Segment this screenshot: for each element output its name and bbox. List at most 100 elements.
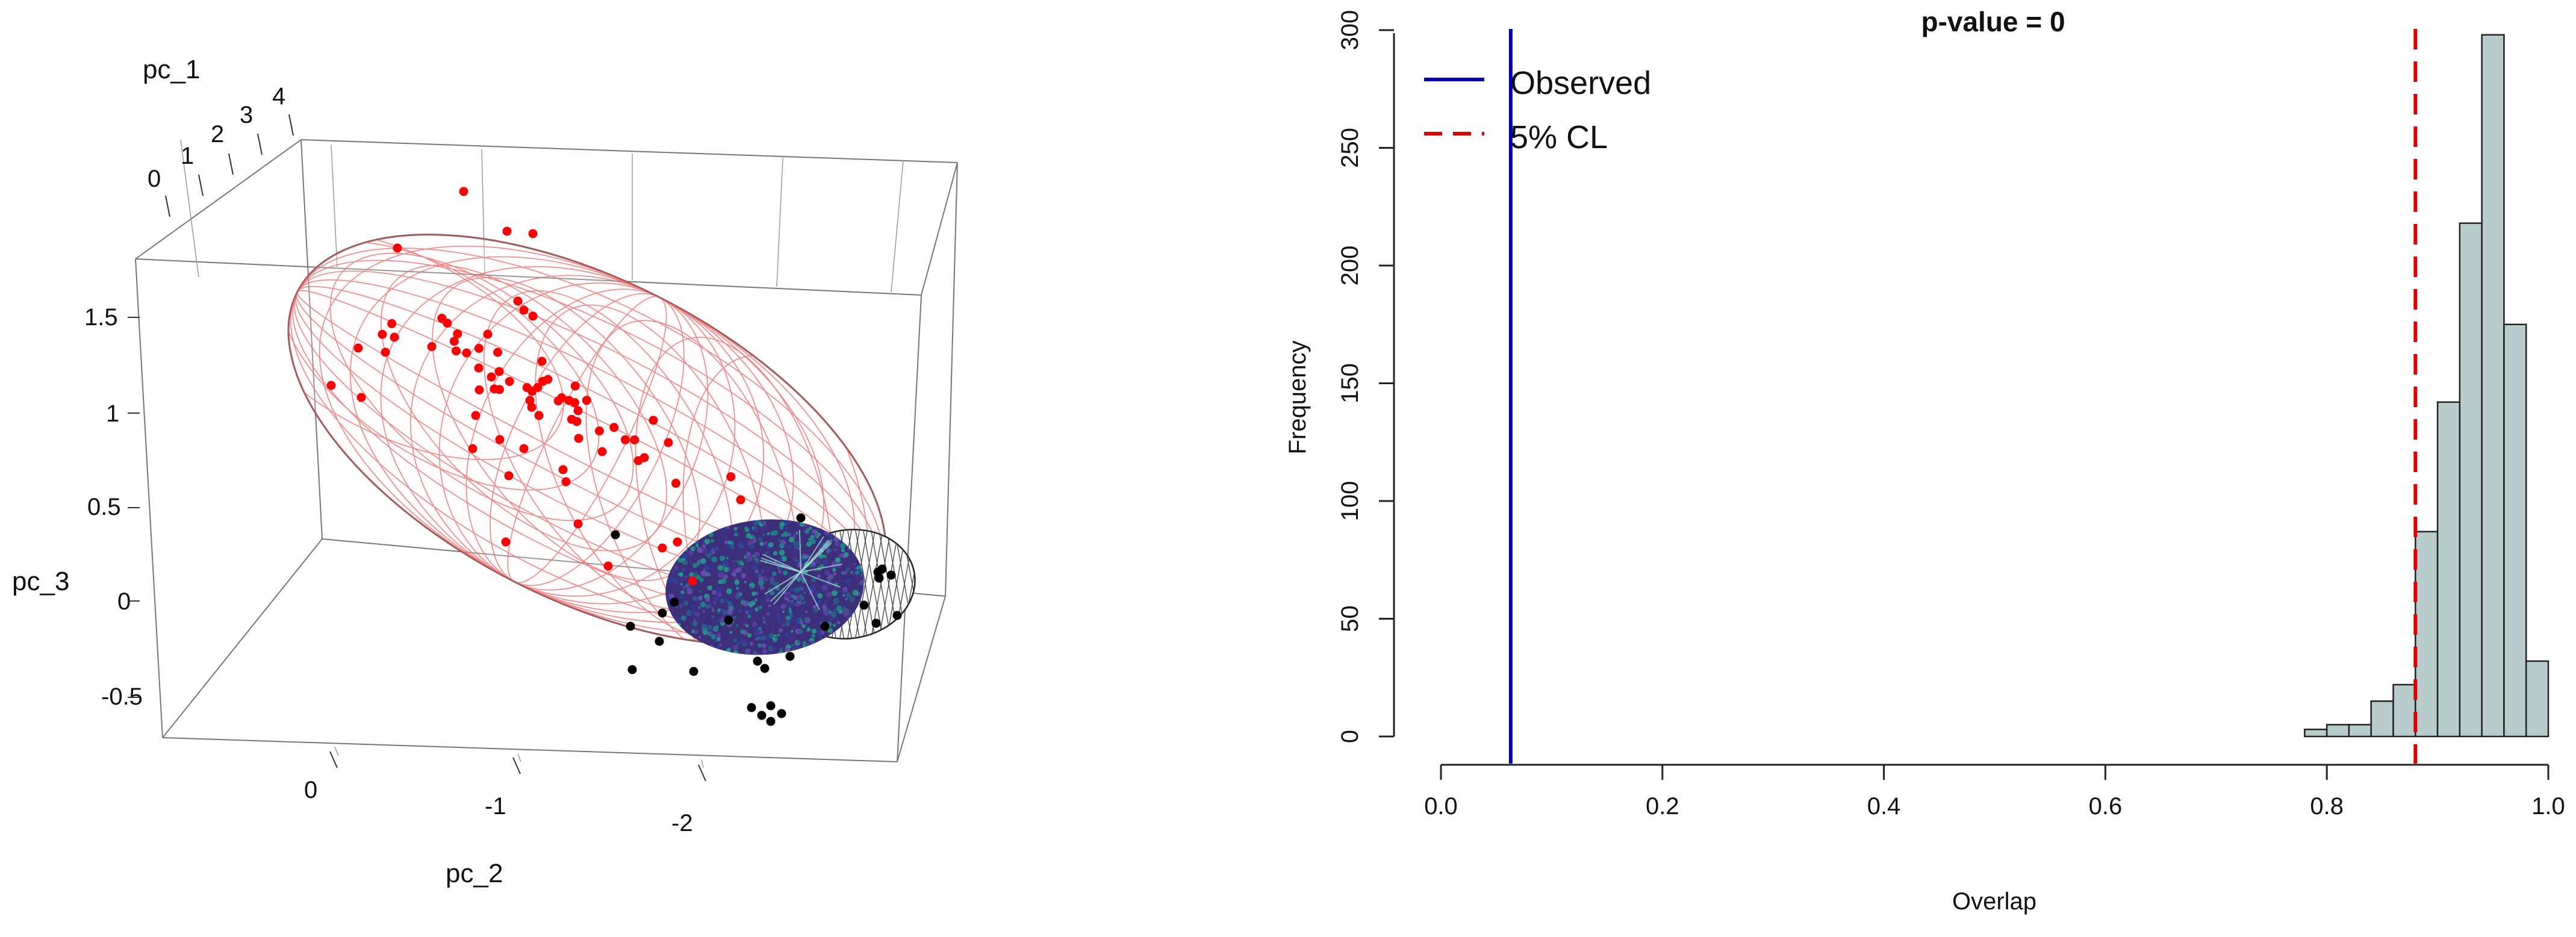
point-red-5 [519,305,529,315]
point-red-20 [664,438,673,447]
point-red-51 [582,396,591,405]
point-red-31 [688,576,697,586]
point-red-67 [443,319,452,328]
point-black-10 [757,711,767,720]
point-red-40 [452,346,461,356]
point-red-3 [393,243,402,253]
point-red-29 [501,537,511,547]
point-black-8 [785,652,795,661]
point-red-24 [534,411,544,420]
points-red [326,187,745,586]
point-black-24 [724,615,733,625]
point-red-64 [487,372,496,382]
point-black-17 [874,573,884,583]
histogram-panel: p-value = 0 0 50 100 150 200 250 300 Frequency… [1284,6,2565,915]
point-black-7 [760,664,770,673]
point-red-19 [649,416,658,425]
histogram-title: p-value = 0 [1921,6,2065,37]
legend: Observed 5% CL [1424,65,1651,155]
point-black-3 [655,637,664,646]
point-red-9 [353,343,363,353]
pc2-tick-labels: 0 -1 -2 [304,777,693,836]
point-red-46 [538,376,548,386]
pc1-tick-3: 3 [240,102,253,128]
point-red-70 [567,414,576,424]
point-red-63 [453,329,462,338]
histogram-bar-1 [2326,724,2350,738]
point-black-6 [753,656,762,666]
pc1-tick-0: 0 [148,166,161,192]
x-tick-label-2: 0.4 [1867,793,1901,820]
point-red-54 [570,381,580,391]
point-red-32 [658,543,667,553]
point-red-36 [603,561,613,571]
point-red-22 [558,465,568,475]
pc2-tick-0: 0 [304,777,317,803]
histogram-bar-8 [2481,34,2505,738]
point-red-28 [504,471,514,481]
x-axis-ticks: 0.0 0.2 0.4 0.6 0.8 1.0 [1424,765,2565,820]
histogram-bar-2 [2348,724,2372,738]
point-red-71 [505,376,514,386]
point-black-11 [766,701,776,711]
point-black-16 [877,564,887,574]
pc3-tick-labels: 1.5 1 0.5 0 -0.5 [84,304,143,710]
y-tick-label-3: 150 [1337,363,1363,403]
point-red-17 [519,444,529,453]
y-tick-label-2: 100 [1337,481,1363,521]
point-red-42 [630,435,639,444]
pc3-tick-1: 1 [106,400,119,427]
x-tick-label-3: 0.6 [2089,793,2123,820]
point-red-11 [356,393,366,402]
point-black-12 [777,709,786,718]
point-red-7 [390,332,399,342]
histogram-bar-3 [2370,700,2394,738]
points-black [611,513,902,726]
point-red-8 [381,347,390,357]
x-tick-label-5: 1.0 [2531,793,2565,820]
point-red-23 [561,477,571,487]
point-black-0 [611,530,620,540]
point-red-35 [573,519,583,529]
point-red-15 [525,396,535,405]
point-red-72 [527,387,537,396]
y-tick-label-6: 300 [1337,10,1363,51]
point-black-23 [670,597,679,607]
point-red-74 [553,396,563,406]
point-red-55 [427,342,437,352]
point-red-18 [597,447,607,456]
pc1-tick-4: 4 [272,83,285,110]
point-black-4 [627,665,637,674]
point-red-66 [574,434,583,443]
pc2-tick-2: -2 [671,810,693,836]
point-red-12 [483,329,493,339]
point-red-62 [620,435,630,444]
point-red-52 [527,402,537,412]
x-tick-label-0: 0.0 [1424,793,1458,820]
point-red-37 [594,426,604,436]
point-black-19 [796,513,806,523]
point-red-50 [671,479,680,488]
scatter3d-ticks [180,139,904,768]
point-red-34 [736,495,745,505]
legend-label-observed: Observed [1510,65,1651,101]
ellipsoid-red [231,229,887,714]
pc3-tick-3: 0 [117,588,131,615]
point-red-25 [471,411,481,420]
pc3-tick-2: 0.5 [87,494,121,520]
histogram-bars [2304,34,2550,738]
point-red-49 [474,385,484,394]
histogram-bar-10 [2525,660,2550,738]
pc1-tick-2: 2 [211,121,224,148]
point-black-9 [747,703,756,712]
x-axis-label: Overlap [1952,888,2036,915]
point-black-13 [766,717,776,726]
point-black-2 [626,621,635,631]
overlap-ellipse [665,519,864,655]
pc1-tick-1: 1 [181,143,194,169]
point-black-18 [886,570,896,580]
point-red-60 [493,347,503,357]
x-tick-label-4: 0.8 [2310,793,2344,820]
point-red-10 [326,381,336,390]
histogram-bar-5 [2415,531,2439,738]
